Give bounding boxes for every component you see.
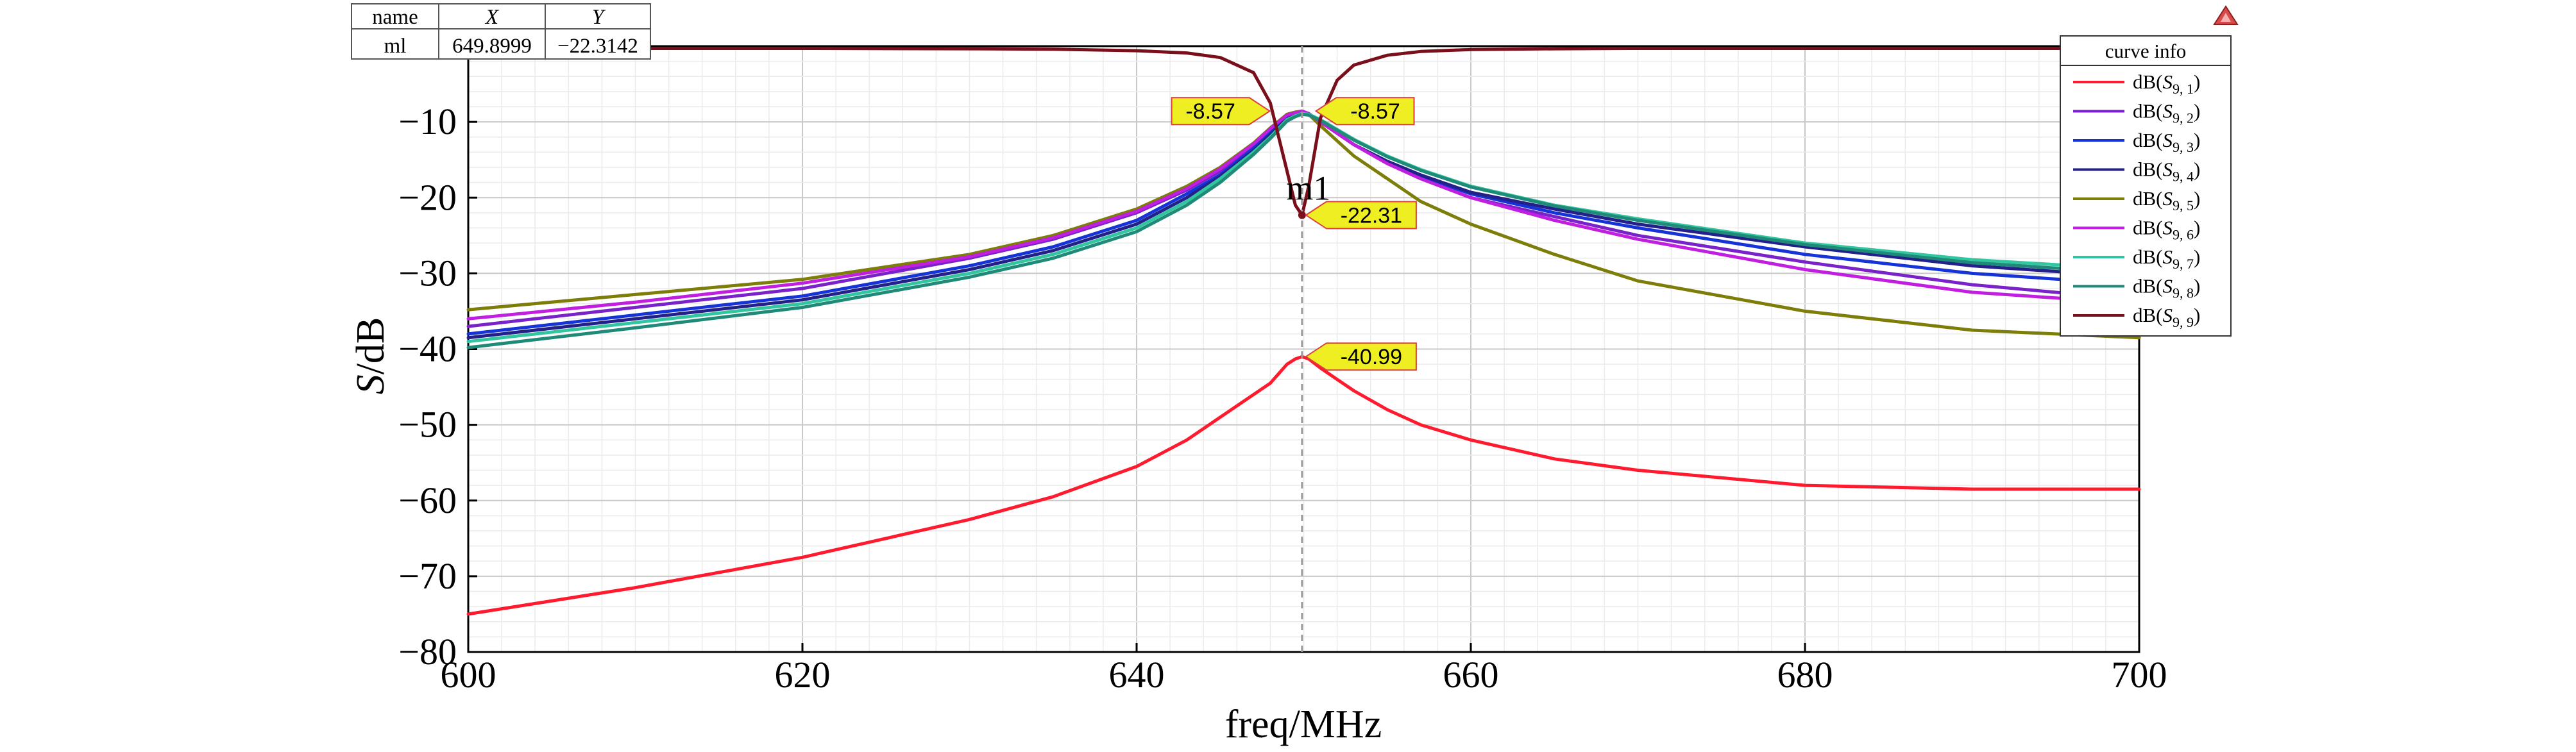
y-tick-label: −70 — [398, 555, 457, 597]
data-label: -8.57 — [1185, 99, 1235, 124]
annotations: m1 -8.57 -8.57 -22.31 -40.99 — [1171, 97, 1417, 371]
marker-table-y: −22.3142 — [557, 35, 638, 58]
legend-title: curve info — [2105, 40, 2187, 62]
x-tick-label: 600 — [441, 654, 496, 696]
x-tick-label: 680 — [1777, 654, 1833, 696]
data-label: -40.99 — [1341, 345, 1402, 369]
marker-table-header-y: Y — [592, 6, 606, 29]
marker-table: name X Y ml 649.8999 −22.3142 — [351, 3, 651, 60]
data-label-box — [1305, 201, 1417, 230]
y-tick-label: −80 — [398, 631, 457, 673]
data-label-box — [1314, 97, 1415, 126]
legend-entry: dB(S9, 3) — [2133, 129, 2200, 155]
legend-entry: dB(S9, 7) — [2133, 246, 2200, 272]
legend-entry: dB(S9, 9) — [2133, 304, 2200, 330]
warning-triangle-icon — [2213, 5, 2239, 25]
legend-entry: dB(S9, 2) — [2133, 100, 2200, 126]
marker-table-x: 649.8999 — [452, 35, 532, 58]
x-tick-label: 700 — [2112, 654, 2167, 696]
x-axis-label: freq/MHz — [1225, 703, 1382, 746]
series-line-6 — [466, 110, 2141, 321]
legend-entry: dB(S9, 5) — [2133, 187, 2200, 213]
y-tick-label: −60 — [398, 480, 457, 521]
legend-entry: dB(S9, 6) — [2133, 217, 2200, 243]
axis-ticks: 600 620 640 660 680 700 −80 −70 −60 −50 −40 −30 −20 −… — [398, 101, 2167, 696]
x-tick-label: 620 — [775, 654, 831, 696]
marker-table-header-name: name — [372, 6, 418, 29]
marker-name: m1 — [1286, 169, 1330, 208]
marker-table-name: ml — [384, 35, 407, 58]
legend: curve info dB(S9, 1) dB(S9, 2) dB(S9, 3) dB… — [2060, 35, 2232, 337]
y-tick-label: −20 — [398, 176, 457, 218]
y-axis-label: S/dB — [349, 317, 393, 395]
data-label-box — [1171, 97, 1271, 126]
marker-point — [1298, 211, 1306, 219]
x-tick-label: 660 — [1443, 654, 1499, 696]
grid — [468, 46, 2139, 652]
data-label-box — [1305, 342, 1417, 371]
legend-entry: dB(S9, 1) — [2133, 71, 2200, 97]
data-label: -22.31 — [1341, 204, 1402, 228]
y-tick-label: −10 — [398, 101, 457, 142]
y-tick-label: −30 — [398, 252, 457, 294]
data-label: -8.57 — [1350, 99, 1400, 124]
legend-entry: dB(S9, 8) — [2133, 275, 2200, 301]
x-tick-label: 640 — [1109, 654, 1165, 696]
y-tick-label: −40 — [398, 328, 457, 370]
marker-table-header-x: X — [484, 6, 500, 29]
y-tick-label: −50 — [398, 404, 457, 446]
legend-entry: dB(S9, 4) — [2133, 158, 2200, 185]
